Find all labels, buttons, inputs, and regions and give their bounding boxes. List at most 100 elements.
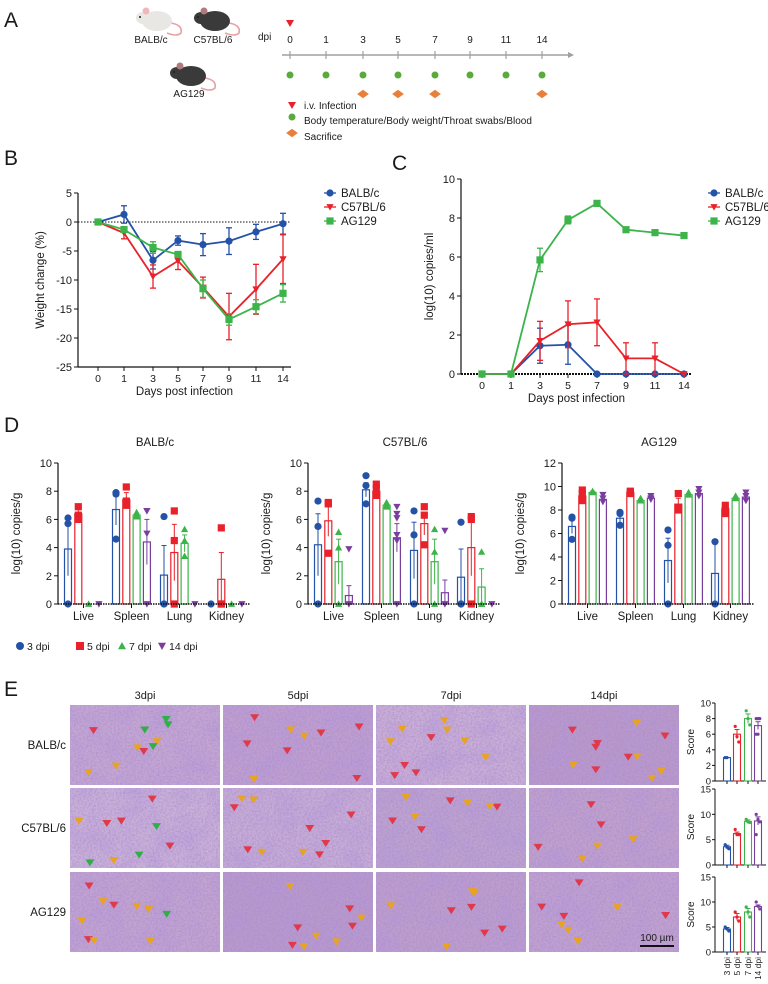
yellow-arrowhead-icon bbox=[77, 917, 87, 925]
series-line bbox=[482, 202, 685, 375]
x-tick-label: 11 bbox=[650, 380, 661, 392]
y-tick-label: 10 bbox=[443, 174, 455, 186]
data-point bbox=[564, 216, 572, 224]
y-tick-label: 6 bbox=[449, 252, 455, 264]
green-arrowhead-icon bbox=[85, 859, 95, 867]
bar bbox=[626, 491, 635, 605]
red-arrowhead-icon bbox=[591, 766, 601, 774]
yellow-arrowhead-icon bbox=[386, 902, 396, 910]
y-tick-label: 5 bbox=[66, 188, 72, 200]
data-point bbox=[181, 525, 189, 533]
red-arrowhead-icon bbox=[661, 911, 671, 919]
histology-image bbox=[223, 788, 373, 868]
y-tick-label: 2 bbox=[706, 761, 711, 772]
dpi-label: dpi bbox=[258, 32, 271, 43]
data-point bbox=[748, 915, 752, 919]
bar-spleen-3dpi bbox=[361, 472, 371, 605]
series-ag129 bbox=[94, 218, 287, 326]
bar-lung-3dpi bbox=[663, 526, 673, 608]
y-tick-label: 0 bbox=[66, 217, 72, 229]
yellow-arrowhead-icon bbox=[410, 813, 420, 821]
data-point bbox=[593, 319, 601, 326]
data-point bbox=[74, 503, 82, 511]
green-arrowhead-icon bbox=[140, 726, 150, 734]
x-tick-label: 0 bbox=[479, 380, 485, 392]
data-point bbox=[170, 507, 178, 515]
mouse-head bbox=[194, 12, 208, 24]
red-arrowhead-icon bbox=[84, 882, 94, 890]
bar bbox=[731, 497, 740, 605]
y-tick-label: 0 bbox=[46, 599, 52, 611]
bar bbox=[743, 820, 753, 866]
panel-d-legend: 3 dpi 5 dpi 7 dpi 14 dpi bbox=[16, 641, 198, 653]
y-axis-label: log(10) copies/g bbox=[11, 493, 23, 575]
y-axis-label: log(10) copies/g bbox=[515, 493, 527, 575]
timepoint-label: 9 bbox=[467, 35, 473, 46]
data-point bbox=[733, 724, 737, 729]
histology-image bbox=[223, 705, 373, 785]
y-tick-label: 2 bbox=[46, 571, 52, 583]
data-point bbox=[362, 472, 370, 480]
red-arrowhead-icon bbox=[88, 727, 98, 735]
green-arrowhead-icon bbox=[134, 851, 144, 859]
bar-spleen-7dpi bbox=[382, 498, 391, 605]
bar bbox=[588, 491, 597, 605]
bar-spleen-3dpi bbox=[615, 508, 625, 605]
data-point bbox=[674, 506, 682, 514]
yellow-arrowhead-icon bbox=[237, 795, 247, 803]
data-point bbox=[727, 847, 731, 851]
data-point bbox=[746, 717, 750, 721]
data-point bbox=[744, 709, 748, 713]
data-point bbox=[651, 229, 659, 237]
bar-kidney-5dpi bbox=[721, 501, 730, 605]
histology-image bbox=[376, 705, 526, 785]
data-point bbox=[324, 500, 332, 508]
bar-kidney-7dpi bbox=[731, 492, 740, 605]
data-point bbox=[478, 370, 486, 378]
sampling-marker-icon bbox=[502, 71, 510, 79]
legend-sacrifice-icon bbox=[286, 128, 298, 138]
yellow-arrowhead-icon bbox=[311, 932, 321, 940]
data-point bbox=[362, 481, 370, 490]
bar-kidney-5dpi bbox=[217, 524, 226, 608]
bar bbox=[578, 495, 587, 605]
data-point bbox=[393, 510, 401, 518]
data-point bbox=[160, 512, 168, 521]
data-point bbox=[737, 833, 741, 837]
y-tick-label: 0 bbox=[706, 861, 711, 872]
y-tick-label: 2 bbox=[296, 571, 302, 583]
yellow-arrowhead-icon bbox=[568, 761, 578, 769]
data-point bbox=[314, 497, 322, 505]
bar bbox=[646, 497, 656, 605]
bar-live-14dpi bbox=[598, 491, 608, 605]
data-point bbox=[410, 507, 418, 515]
data-point bbox=[647, 496, 655, 504]
x-tick-label: 5 dpi bbox=[732, 957, 742, 976]
data-point bbox=[578, 489, 586, 498]
data-point bbox=[507, 370, 515, 378]
data-point bbox=[725, 756, 729, 760]
x-axis-label: Days post infection bbox=[136, 386, 233, 398]
yellow-arrowhead-icon bbox=[144, 905, 154, 913]
legend-marker-icon bbox=[326, 217, 334, 225]
data-point bbox=[758, 820, 762, 824]
panel-label-b: B bbox=[4, 147, 18, 170]
data-point bbox=[756, 732, 760, 736]
score-chart-balbc: 10 8 6 4 2 0 Score bbox=[686, 699, 766, 788]
red-arrowhead-icon bbox=[416, 826, 426, 834]
y-tick-label: 8 bbox=[296, 486, 302, 498]
data-point bbox=[711, 538, 719, 546]
data-point bbox=[133, 512, 141, 520]
yellow-arrowhead-icon bbox=[331, 938, 341, 946]
data-point bbox=[727, 929, 731, 933]
legend-marker-icon bbox=[158, 642, 166, 650]
data-point bbox=[754, 900, 758, 904]
bar-live-3dpi bbox=[567, 513, 577, 605]
yellow-arrowhead-icon bbox=[563, 926, 573, 934]
y-axis-label: Score bbox=[686, 814, 697, 841]
y-tick-label: 5 bbox=[706, 923, 711, 934]
y-tick-label: 6 bbox=[550, 529, 556, 541]
yellow-arrowhead-icon bbox=[397, 725, 407, 733]
yellow-arrowhead-icon bbox=[442, 726, 452, 734]
legend-label: AG129 bbox=[725, 216, 761, 228]
